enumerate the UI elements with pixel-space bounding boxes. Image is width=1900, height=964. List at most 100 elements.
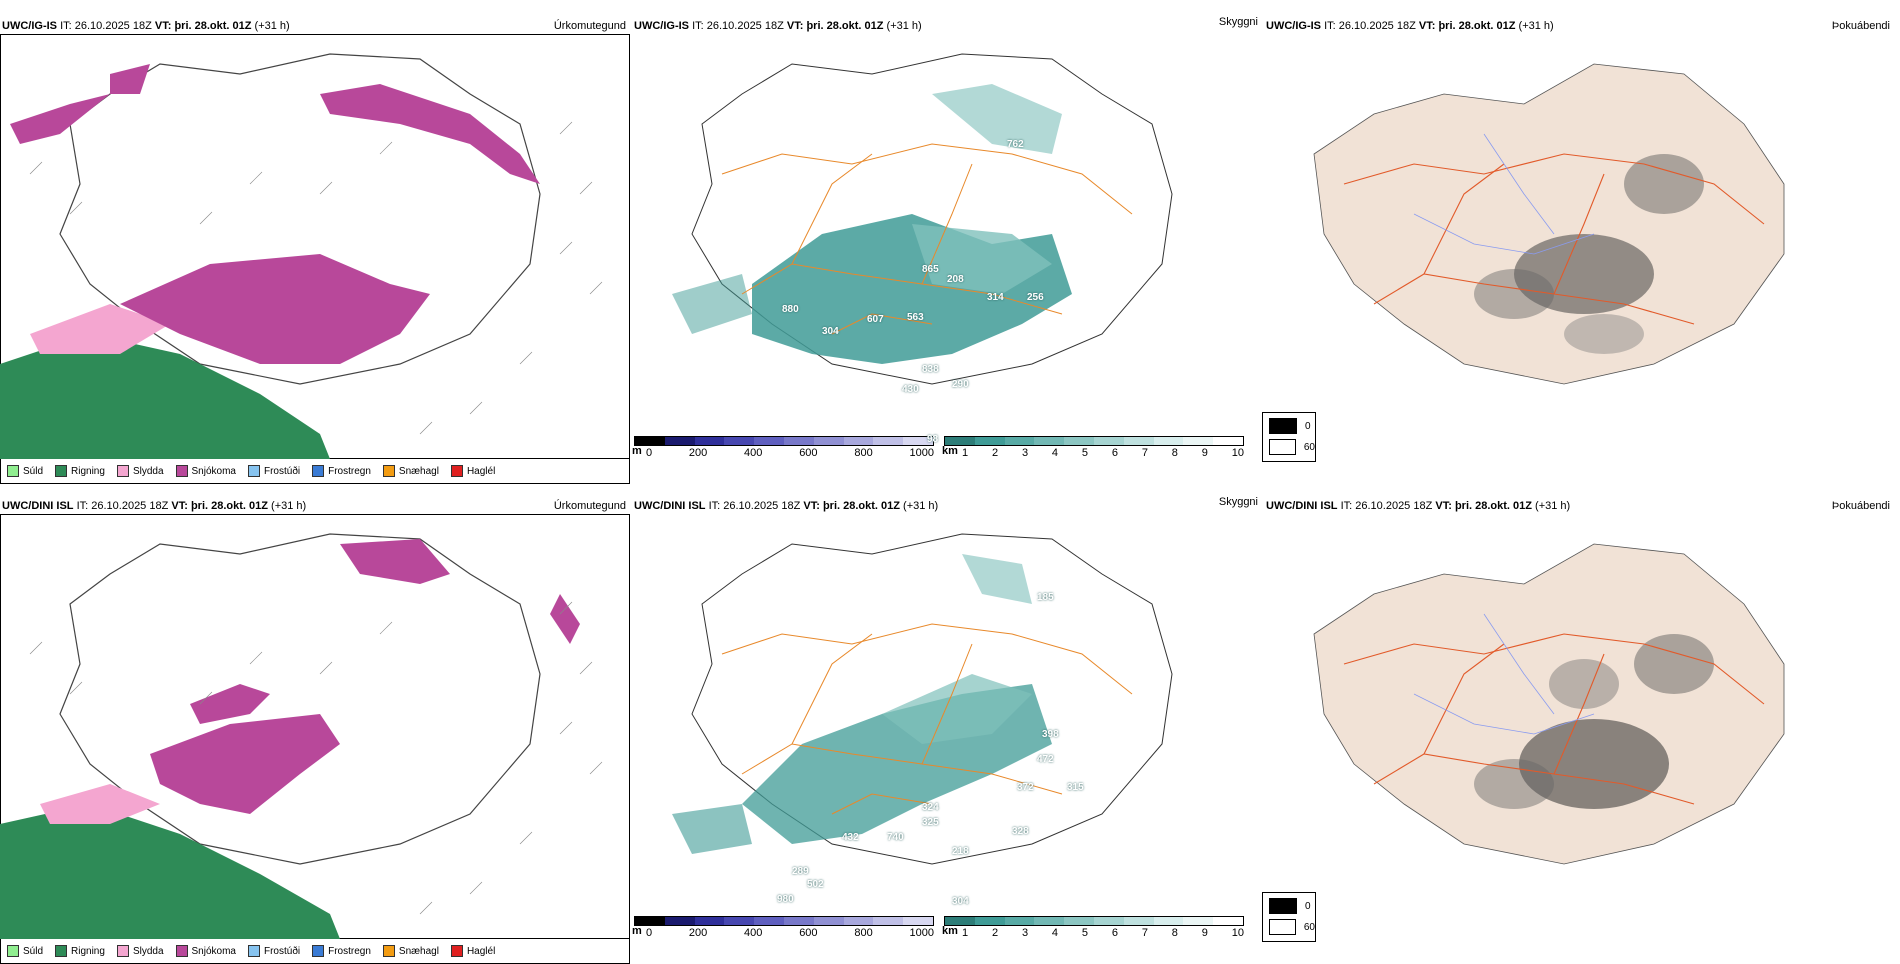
cloud-base-label: 325 [922,817,939,828]
swatch [1269,418,1297,434]
unit-label: km [942,925,958,937]
cloud-base-label: 398 [1042,729,1059,740]
cloud-base-label: 256 [1027,292,1044,303]
cloud-base-label: 290 [952,379,969,390]
legend-item: Frostúði [247,945,300,957]
legend-item: Slydda [116,465,164,477]
panel-title: UWC/IG-IS IT: 26.10.2025 18Z VT: þri. 28… [634,20,922,32]
legend-item: Haglél [450,465,495,477]
panel-precip-type-top: UWC/IG-IS IT: 26.10.2025 18Z VT: þri. 28… [0,14,630,484]
cloud-base-colorbar: 0 200 400 600 800 1000 m [632,916,934,939]
cloud-base-label: 607 [867,314,884,325]
unit-label: m [632,445,642,457]
cloud-base-label: 838 [922,364,939,375]
cloud-base-label: 372 [1017,782,1034,793]
precip-legend: Súld Rigning Slydda Snjókoma Frostúði Fr… [0,459,630,484]
panel-cloud-top: UWC/IG-IS IT: 26.10.2025 18Z VT: þri. 28… [632,14,1262,484]
swatch [1269,439,1296,455]
legend-item: Súld [7,465,43,477]
cloud-base-label: 430 [902,384,919,395]
cloud-base-label: 563 [907,312,924,323]
cloud-labels-top: 865 880 607 563 304 838 290 430 762 256 314 208 98 [632,34,1262,459]
panel-title: UWC/IG-IS IT: 26.10.2025 18Z VT: þri. 28… [1266,20,1554,32]
cloud-base-label: 502 [807,879,824,890]
precip-legend: Súld Rigning Slydda Snjókoma Frostúði Fr… [0,939,630,964]
cloud-base-label: 304 [822,326,839,337]
cloud-base-label: 980 [777,894,794,905]
cloud-base-label: 328 [1012,826,1029,837]
cloud-base-label: 315 [1067,782,1084,793]
unit-label: km [942,445,958,457]
cloud-base-label: 880 [782,304,799,315]
visibility-colorbar: 1 2 3 4 5 6 7 8 9 10 km [942,916,1244,939]
panel-fog-top: UWC/IG-IS IT: 26.10.2025 18Z VT: þri. 28… [1264,14,1894,484]
legend-item: Haglél [450,945,495,957]
panel-label: Skyggni [1218,496,1258,508]
swatch [175,945,188,957]
unit-label: m [632,925,642,937]
swatch [382,465,395,477]
cloud-base-label: 865 [922,264,939,275]
cloud-base-label: 304 [952,896,969,907]
swatch [55,465,68,477]
fog-map [1313,543,1785,865]
legend-item: Rigning [55,465,105,477]
cloud-base-label: 762 [1007,139,1024,150]
visibility-colorbar: 1 2 3 4 5 6 7 8 9 10 km [942,436,1244,459]
precip-map [0,533,603,939]
panel-title: UWC/DINI ISL IT: 26.10.2025 18Z VT: þri.… [1266,500,1571,512]
swatch [1269,919,1296,935]
cloud-base-label: 208 [947,274,964,285]
panel-label: Þokuábendi [1831,20,1890,32]
cloud-base-label: 472 [1037,754,1054,765]
panel-fog-bottom: UWC/DINI ISL IT: 26.10.2025 18Z VT: þri.… [1264,494,1894,964]
fog-legend-bottom: 0 60 [1262,892,1316,942]
cloud-base-label: 98 [927,434,939,445]
swatch [312,945,325,957]
precip-map [0,53,603,459]
swatch [312,465,325,477]
legend-item: Rigning [55,945,105,957]
cloud-base-label: 432 [842,832,859,843]
cloud-base-colorbar: 0 200 400 600 800 1000 m [632,436,934,459]
cloud-map [672,53,1173,385]
fog-map [1313,63,1785,385]
cloud-base-label: 185 [1037,592,1054,603]
swatch [382,945,395,957]
cloud-labels-bottom: 980 502 289 432 740 324 325 328 218 304 185 472 398 3… [632,514,1262,939]
panel-title: UWC/DINI ISL IT: 26.10.2025 18Z VT: þri.… [2,500,307,512]
cloud-base-label: 324 [922,802,939,813]
panel-precip-type-bottom: UWC/DINI ISL IT: 26.10.2025 18Z VT: þri.… [0,494,630,964]
swatch [55,945,68,957]
swatch [1269,898,1297,914]
swatch [7,465,19,477]
legend-item: Snæhagl [382,945,439,957]
legend-item: Snjókoma [175,945,236,957]
swatch [7,945,19,957]
swatch [247,465,260,477]
panel-label: Úrkomutegund [553,500,626,512]
swatch [116,465,129,477]
panel-label: Þokuábendi [1831,500,1890,512]
swatch [116,945,129,957]
swatch [450,465,463,477]
legend-item: Súld [7,945,43,957]
cloud-base-label: 740 [887,832,904,843]
swatch [450,945,463,957]
cloud-map [672,533,1173,865]
cloud-base-label: 218 [952,846,969,857]
panel-title: UWC/DINI ISL IT: 26.10.2025 18Z VT: þri.… [634,500,939,512]
fog-legend-top: 0 60 [1262,412,1316,462]
swatch [175,465,188,477]
legend-item: Frostúði [247,465,300,477]
cloud-base-label: 314 [987,292,1004,303]
panel-label: Úrkomutegund [553,20,626,32]
swatch [247,945,260,957]
panel-title: UWC/IG-IS IT: 26.10.2025 18Z VT: þri. 28… [2,20,290,32]
panel-cloud-bottom: UWC/DINI ISL IT: 26.10.2025 18Z VT: þri.… [632,494,1262,964]
legend-item: Frostregn [312,945,371,957]
cloud-base-label: 289 [792,866,809,877]
legend-item: Snjókoma [175,465,236,477]
panel-label: Skyggni [1218,16,1258,28]
legend-item: Slydda [116,945,164,957]
